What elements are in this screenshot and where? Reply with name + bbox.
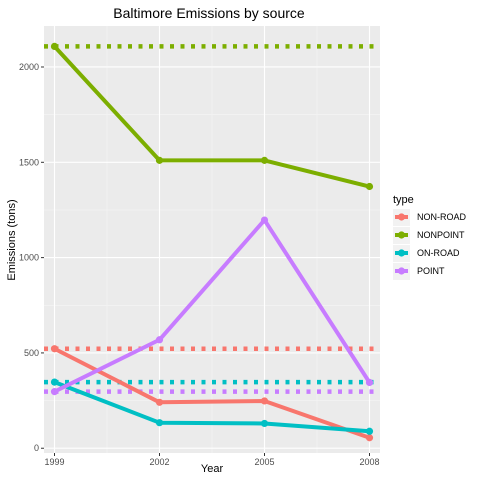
legend-key-point xyxy=(397,249,406,257)
legend-label: ON-ROAD xyxy=(417,248,460,258)
legend-label: NON-ROAD xyxy=(417,212,466,222)
data-point xyxy=(260,156,269,164)
legend-key-point xyxy=(397,213,406,221)
series-line xyxy=(52,218,372,394)
data-point xyxy=(155,336,164,344)
data-point xyxy=(365,427,374,435)
chart-title: Baltimore Emissions by source xyxy=(113,5,305,21)
legend-key-point xyxy=(397,267,406,275)
x-axis-title: Year xyxy=(201,463,224,475)
reference-lines xyxy=(44,44,380,394)
legend-key-point xyxy=(397,231,406,239)
series-line xyxy=(52,380,372,434)
data-point xyxy=(155,398,164,406)
series-line xyxy=(52,44,372,189)
data-point xyxy=(260,216,269,224)
y-tick-label: 1000 xyxy=(19,253,39,263)
data-point xyxy=(260,419,269,428)
data-point xyxy=(365,182,374,191)
y-tick-label: 2000 xyxy=(19,62,39,72)
data-point xyxy=(365,378,374,387)
y-tick-label: 500 xyxy=(24,348,39,358)
x-tick-label: 2008 xyxy=(359,457,379,467)
data-point xyxy=(155,156,164,164)
x-tick-label: 2002 xyxy=(149,457,169,467)
y-tick-label: 1500 xyxy=(19,157,39,167)
x-tick-label: 1999 xyxy=(44,457,64,467)
data-point xyxy=(50,388,59,396)
data-point xyxy=(50,378,59,386)
legend-title: type xyxy=(393,194,414,206)
series-line xyxy=(52,346,372,440)
legend: type NON-ROAD NONPOINT ON-ROAD POINT xyxy=(393,194,466,280)
data-point xyxy=(50,42,59,50)
y-tick-label: 0 xyxy=(34,443,39,453)
data-point xyxy=(155,419,164,427)
legend-label: NONPOINT xyxy=(417,230,465,240)
legend-label: POINT xyxy=(417,266,445,276)
axes: 0 500 1000 1500 2000 1999 2002 2005 2008 xyxy=(19,62,380,467)
x-tick-label: 2005 xyxy=(254,457,274,467)
y-axis-title: Emissions (tons) xyxy=(6,199,18,280)
data-point xyxy=(365,434,374,442)
data-point xyxy=(50,345,59,353)
series-lines xyxy=(50,42,374,442)
data-point xyxy=(260,397,269,405)
